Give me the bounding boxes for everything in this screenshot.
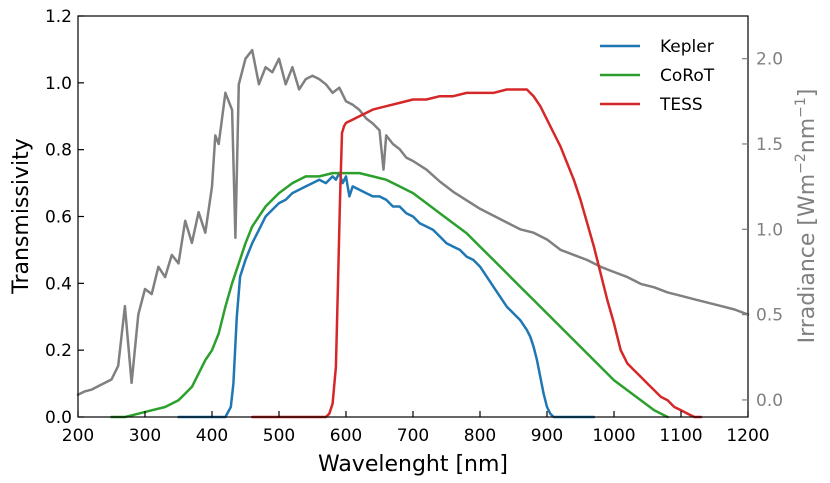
y-left-tick-label: 1.2 — [45, 7, 72, 27]
x-tick-label: 600 — [330, 426, 362, 446]
x-tick-label: 900 — [531, 426, 563, 446]
y-left-tick-label: 0.2 — [45, 341, 72, 361]
y-left-tick-label: 0.8 — [45, 141, 72, 161]
series-layer — [76, 48, 750, 419]
y-axis-right-label-sup2: −1 — [793, 97, 809, 118]
x-tick-label: 700 — [397, 426, 429, 446]
x-axis-label: Wavelenght [nm] — [318, 452, 508, 477]
y-right-tick-label: 0.0 — [756, 391, 783, 411]
series-line-tess — [250, 88, 703, 419]
y-axis-right-label-end: ] — [795, 89, 820, 98]
y-right-tick-label: 0.5 — [756, 306, 783, 326]
x-tick-label: 800 — [464, 426, 496, 446]
legend: Kepler CoRoT TESS — [600, 37, 715, 115]
y-axis-right-label-mid: nm — [795, 118, 820, 153]
series-line-corot — [110, 171, 669, 419]
y-axis-right-label: Irradiance [Wm−2nm−1] — [793, 89, 820, 344]
y-left-tick-label: 0.6 — [45, 208, 72, 228]
y-right-tick-label: 2.0 — [756, 50, 783, 70]
x-tick-label: 500 — [263, 426, 295, 446]
x-tick-label: 300 — [129, 426, 161, 446]
y-left-tick-label: 0.0 — [45, 408, 72, 428]
legend-label: Kepler — [660, 37, 714, 57]
y-right-axis-ticks: 0.0 0.5 1.0 1.5 2.0 — [742, 50, 783, 411]
y-right-tick-label: 1.5 — [756, 135, 783, 155]
legend-label: TESS — [659, 95, 703, 115]
y-axis-right-label-base: Irradiance [Wm — [795, 174, 820, 344]
y-axis-right-label-sup1: −2 — [793, 153, 809, 174]
series-line-kepler — [177, 171, 596, 419]
y-right-tick-label: 1.0 — [756, 220, 783, 240]
x-tick-label: 400 — [196, 426, 228, 446]
y-left-tick-label: 1.0 — [45, 74, 72, 94]
x-tick-label: 200 — [62, 426, 94, 446]
series-line-solar-irradiance — [76, 48, 750, 397]
y-axis-left-label: Transmissivity — [9, 138, 34, 295]
x-tick-label: 1200 — [726, 426, 769, 446]
y-left-tick-label: 0.4 — [45, 274, 72, 294]
x-axis-ticks: 200 300 400 500 600 700 800 900 1000 1100 1200 — [62, 411, 770, 446]
y-left-axis-ticks: 0.0 0.2 0.4 0.6 0.8 1.0 1.2 — [45, 7, 84, 428]
x-tick-label: 1000 — [592, 426, 635, 446]
x-tick-label: 1100 — [659, 426, 702, 446]
legend-label: CoRoT — [660, 66, 715, 86]
